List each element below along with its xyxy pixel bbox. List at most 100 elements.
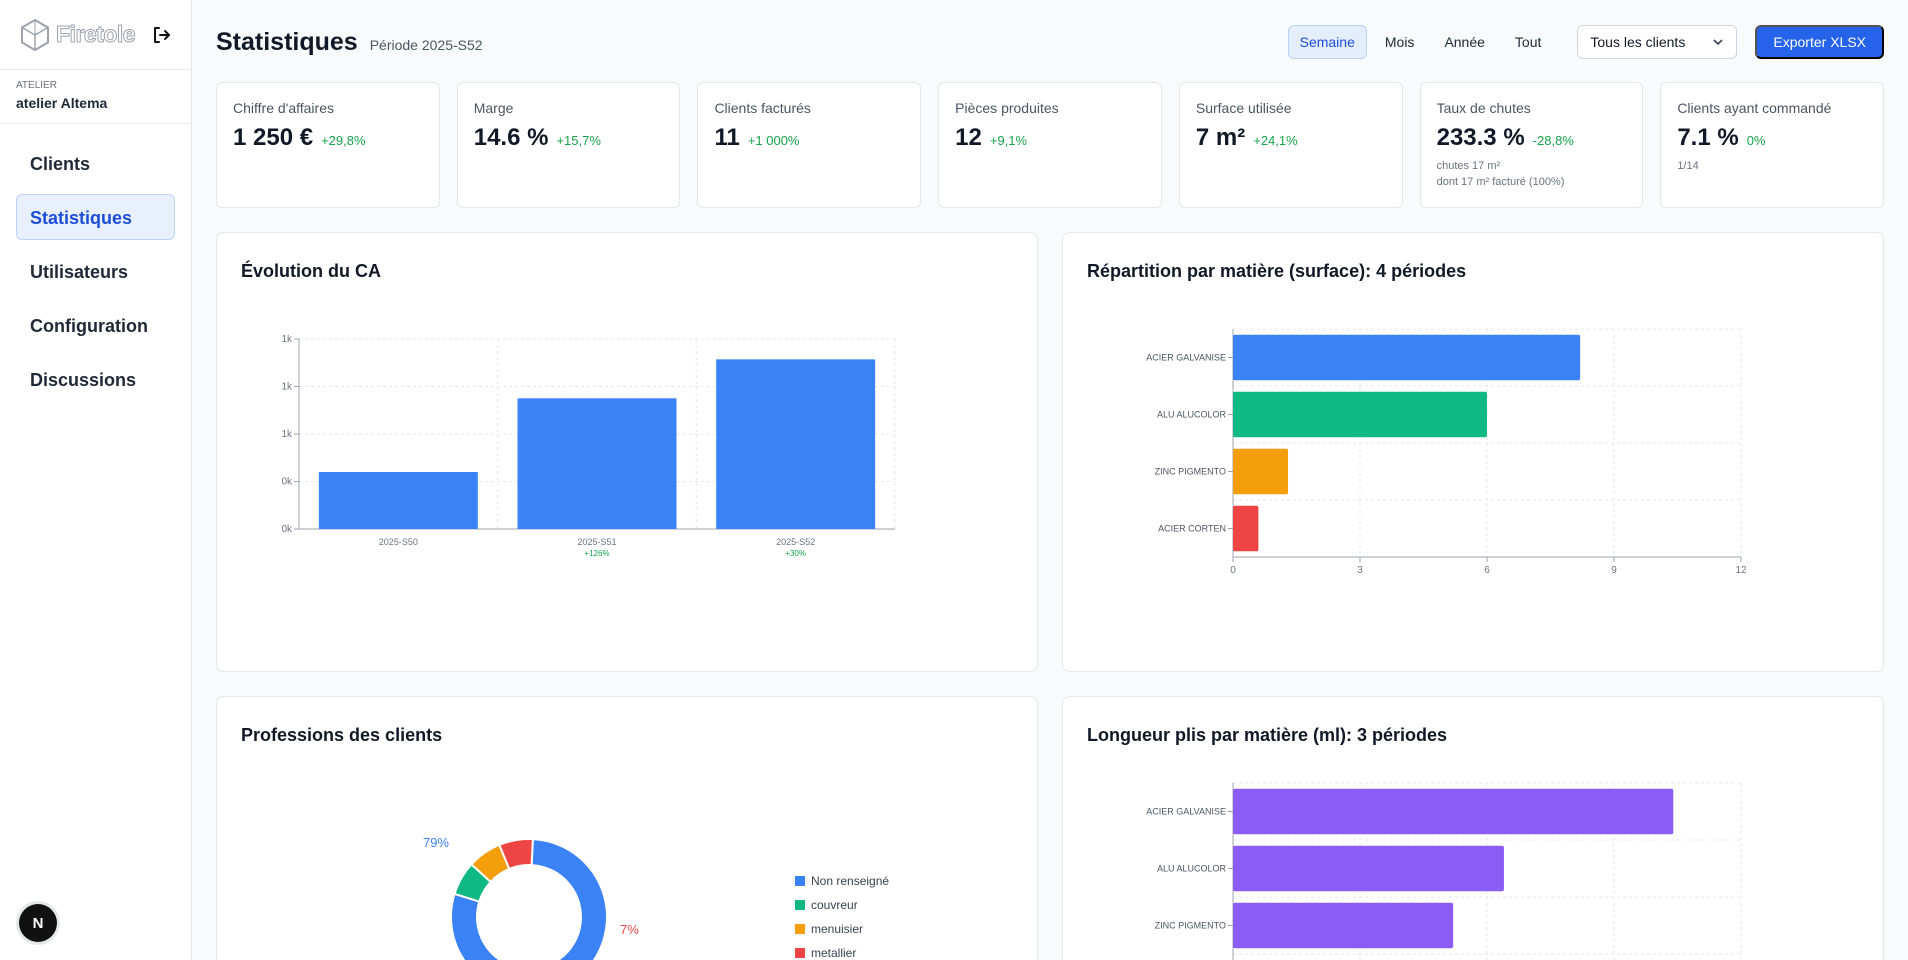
x-tick-label: 2025-S52 [776,537,815,547]
kpi-value: 1 250 € [233,124,314,151]
legend-item[interactable]: Non renseigné [795,869,889,893]
client-select[interactable]: Tous les clients [1577,25,1738,59]
panel-title: Longueur plis par matière (ml): 3 périod… [1087,725,1448,745]
material-bar[interactable] [1233,788,1674,835]
x-tick-label: 2025-S50 [379,537,418,547]
x-tick-label: 12 [1735,565,1747,576]
kpi-value: 14.6 % [473,124,549,151]
y-tick-label: ALU ALUCOLOR [1157,864,1227,874]
kpi-label: Chiffre d'affaires [233,100,334,116]
kpi-card: Clients facturés 11 +1 000% [697,82,922,208]
export-xlsx-button[interactable]: Exporter XLSX [1755,25,1884,59]
legend-swatch [795,948,805,958]
kpi-delta: +15,7% [556,133,601,148]
client-select-value: Tous les clients [1590,34,1686,50]
material-bar[interactable] [1233,845,1504,892]
x-tick-label: 2025-S51 [577,537,616,547]
legend-item[interactable]: metallier [795,941,889,960]
x-tick-label: 6 [1484,565,1490,576]
workspace-name: atelier Altema [16,95,108,111]
logout-icon[interactable] [151,24,171,46]
kpi-label: Marge [473,100,514,116]
y-tick-label: 0k [281,477,293,488]
x-tick-label: 9 [1611,565,1617,576]
plis-chart: ACIER GALVANISE ALU ALUCOLOR ZINC PIGMENTO [1146,782,1742,960]
ca-chart: 0k 0k 1k 1k 1k 2025-S50 2025-S51 +126% 2025-S52 +… [281,334,896,558]
app-logo[interactable]: Firetole [20,18,136,52]
pie-slice[interactable] [450,838,608,960]
material-bar[interactable] [1233,505,1259,552]
y-tick-label: ZINC PIGMENTO [1155,467,1226,477]
ca-bar[interactable] [716,359,876,529]
legend-label: menuisier [811,922,864,936]
y-tick-label: ZINC PIGMENTO [1155,921,1226,931]
period-annee-button[interactable]: Année [1432,25,1496,59]
legend-label: Non renseigné [811,874,890,888]
kpi-value: 233.3 % [1436,124,1525,151]
y-tick-label: ALU ALUCOLOR [1157,410,1227,420]
legend-swatch [795,900,805,910]
period-label: Période 2025-S52 [369,37,483,53]
kpi-delta: -28,8% [1532,133,1574,148]
ca-bar[interactable] [517,398,677,529]
sidebar-item-configuration[interactable]: Configuration [30,316,148,336]
sidebar-item-utilisateurs[interactable]: Utilisateurs [30,262,129,282]
kpi-value: 7 m² [1195,124,1246,151]
kpi-value: 7.1 % [1677,124,1739,151]
sidebar-item-statistiques[interactable]: Statistiques [16,194,175,240]
kpi-sub: 1/14 [1677,158,1867,174]
period-semaine-button[interactable]: Semaine [1287,25,1367,59]
kpi-card: Clients ayant commandé 7.1 % 0% 1/14 [1660,82,1885,208]
legend-item[interactable]: menuisier [795,917,889,941]
kpi-label: Pièces produites [955,100,1059,116]
sidebar: Firetole ATELIER atelier Altema Clients … [0,0,192,960]
legend-label: metallier [811,946,857,960]
page-title: Statistiques [216,27,358,56]
period-tout-button[interactable]: Tout [1503,25,1553,59]
kpi-row: Chiffre d'affaires 1 250 € +29,8% Marge 14.6… [216,82,1885,208]
legend-swatch [795,924,805,934]
kpi-delta: +1 000% [747,133,800,148]
ca-panel: Évolution du CA 0k 0k 1k 1k 1k 2025-S50 2025-S… [216,232,1038,672]
kpi-delta: +24,1% [1253,133,1298,148]
header-controls: Semaine Mois Année Tout Tous les clients… [1287,25,1884,59]
page-header: Statistiques Période 2025-S52 Semaine Mo… [216,22,1884,62]
plis-panel: Longueur plis par matière (ml): 3 périod… [1062,696,1884,960]
pie-slice[interactable] [498,838,534,871]
kpi-card: Marge 14.6 % +15,7% [456,82,681,208]
period-mois-button[interactable]: Mois [1373,25,1427,59]
y-tick-label: 1k [281,429,293,440]
kpi-label: Surface utilisée [1195,100,1292,116]
material-bar[interactable] [1233,334,1581,381]
panel-title: Professions des clients [241,725,443,745]
sidebar-header: Firetole [0,0,191,70]
sidebar-item-clients[interactable]: Clients [30,154,91,174]
app-name: Firetole [55,21,136,48]
legend-swatch [795,876,805,886]
y-tick-label: ACIER GALVANISE [1146,353,1226,363]
panel-title: Répartition par matière (surface): 4 pér… [1087,261,1467,281]
material-bar[interactable] [1233,902,1454,949]
professions-legend: Non renseigné couvreur menuisier metallier [795,869,889,960]
kpi-value: 12 [955,124,982,151]
kpi-sub-line: chutes 17 m² [1436,160,1501,172]
kpi-delta: 0% [1746,133,1766,148]
kpi-value: 11 [714,124,740,151]
material-bar[interactable] [1233,448,1289,495]
professions-chart: 79% 7% [423,835,639,960]
sidebar-item-discussions[interactable]: Discussions [30,370,137,390]
kpi-label: Clients facturés [714,100,811,116]
y-tick-label: 0k [281,524,293,535]
x-tick-label: 0 [1230,565,1236,576]
workspace-label: ATELIER [16,80,57,91]
logo-icon [21,18,49,51]
user-avatar[interactable]: N [19,904,57,942]
panel-title: Évolution du CA [241,261,381,281]
ca-bar[interactable] [318,472,478,529]
legend-item[interactable]: couvreur [795,893,889,917]
kpi-delta: +9,1% [989,133,1028,148]
material-bar[interactable] [1233,391,1487,438]
professions-panel: Professions des clients 79% 7% Non rensei… [216,696,1038,960]
workspace-info: ATELIER atelier Altema [0,70,191,124]
chevron-down-icon [1713,39,1723,46]
